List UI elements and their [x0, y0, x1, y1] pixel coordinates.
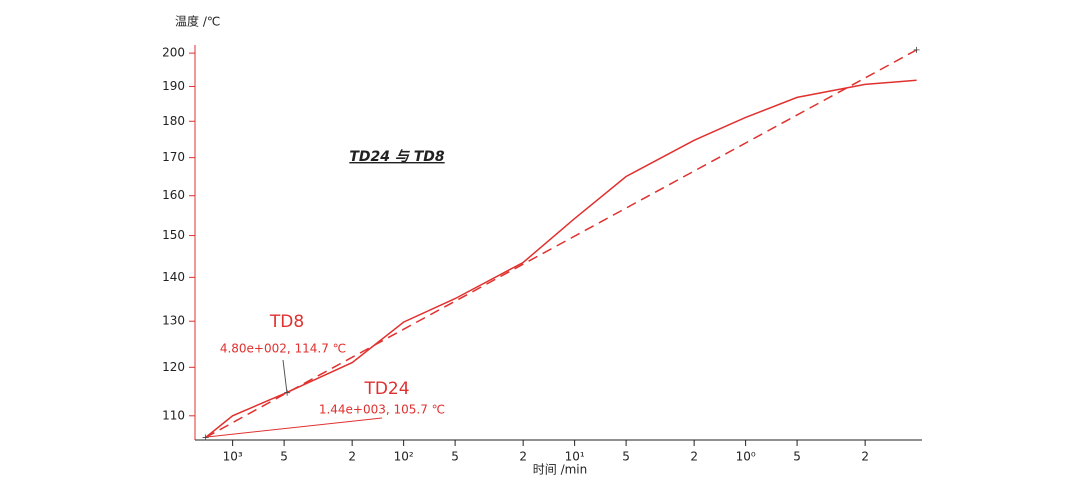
- point-marker: [794, 94, 801, 101]
- point-marker: [284, 389, 291, 396]
- x-tick-label: 2: [690, 450, 698, 464]
- point-marker: [202, 434, 209, 441]
- point-marker: [691, 137, 698, 144]
- x-tick-label: 2: [348, 450, 356, 464]
- y-tick-label: 130: [162, 314, 185, 328]
- x-tick-label: 5: [451, 450, 459, 464]
- y-tick-label: 180: [162, 114, 185, 128]
- y-axis-label: 温度 /℃: [175, 14, 220, 29]
- x-tick-label: 2: [519, 450, 527, 464]
- x-tick-label: 10³: [223, 450, 243, 464]
- y-tick-label: 150: [162, 228, 185, 242]
- x-tick-label: 5: [622, 450, 630, 464]
- y-tick-label: 120: [162, 360, 185, 374]
- y-tick-label: 110: [162, 408, 185, 422]
- x-tick-label: 5: [793, 450, 801, 464]
- series-label: TD24: [363, 379, 409, 399]
- annotation-pointer: [206, 417, 383, 438]
- y-tick-label: 190: [162, 79, 185, 93]
- x-tick-label: 10⁰: [736, 450, 756, 464]
- x-tick-label: 10²: [394, 450, 414, 464]
- annotation-pointer: [282, 359, 288, 394]
- x-axis-label: 时间 /min: [533, 463, 588, 477]
- point-marker: [742, 114, 749, 121]
- x-tick-label: 10¹: [565, 450, 585, 464]
- point-marker: [913, 46, 920, 53]
- y-tick-label: 140: [162, 270, 185, 284]
- chart-title: TD24 与 TD8: [349, 149, 445, 165]
- series-line: [205, 79, 917, 439]
- point-marker: [862, 81, 869, 88]
- x-tick-label: 2: [861, 450, 869, 464]
- annotation: 4.80e+002, 114.7 ℃: [220, 342, 346, 356]
- y-tick-label: 170: [162, 150, 185, 164]
- series-line: [205, 49, 917, 439]
- y-tick-label: 160: [162, 188, 185, 202]
- point-marker: [452, 295, 459, 302]
- y-tick-label: 200: [162, 46, 185, 60]
- series-label: TD8: [269, 312, 304, 332]
- point-marker: [913, 77, 920, 84]
- x-tick-label: 5: [280, 450, 288, 464]
- annotation: 1.44e+003, 105.7 ℃: [319, 403, 445, 417]
